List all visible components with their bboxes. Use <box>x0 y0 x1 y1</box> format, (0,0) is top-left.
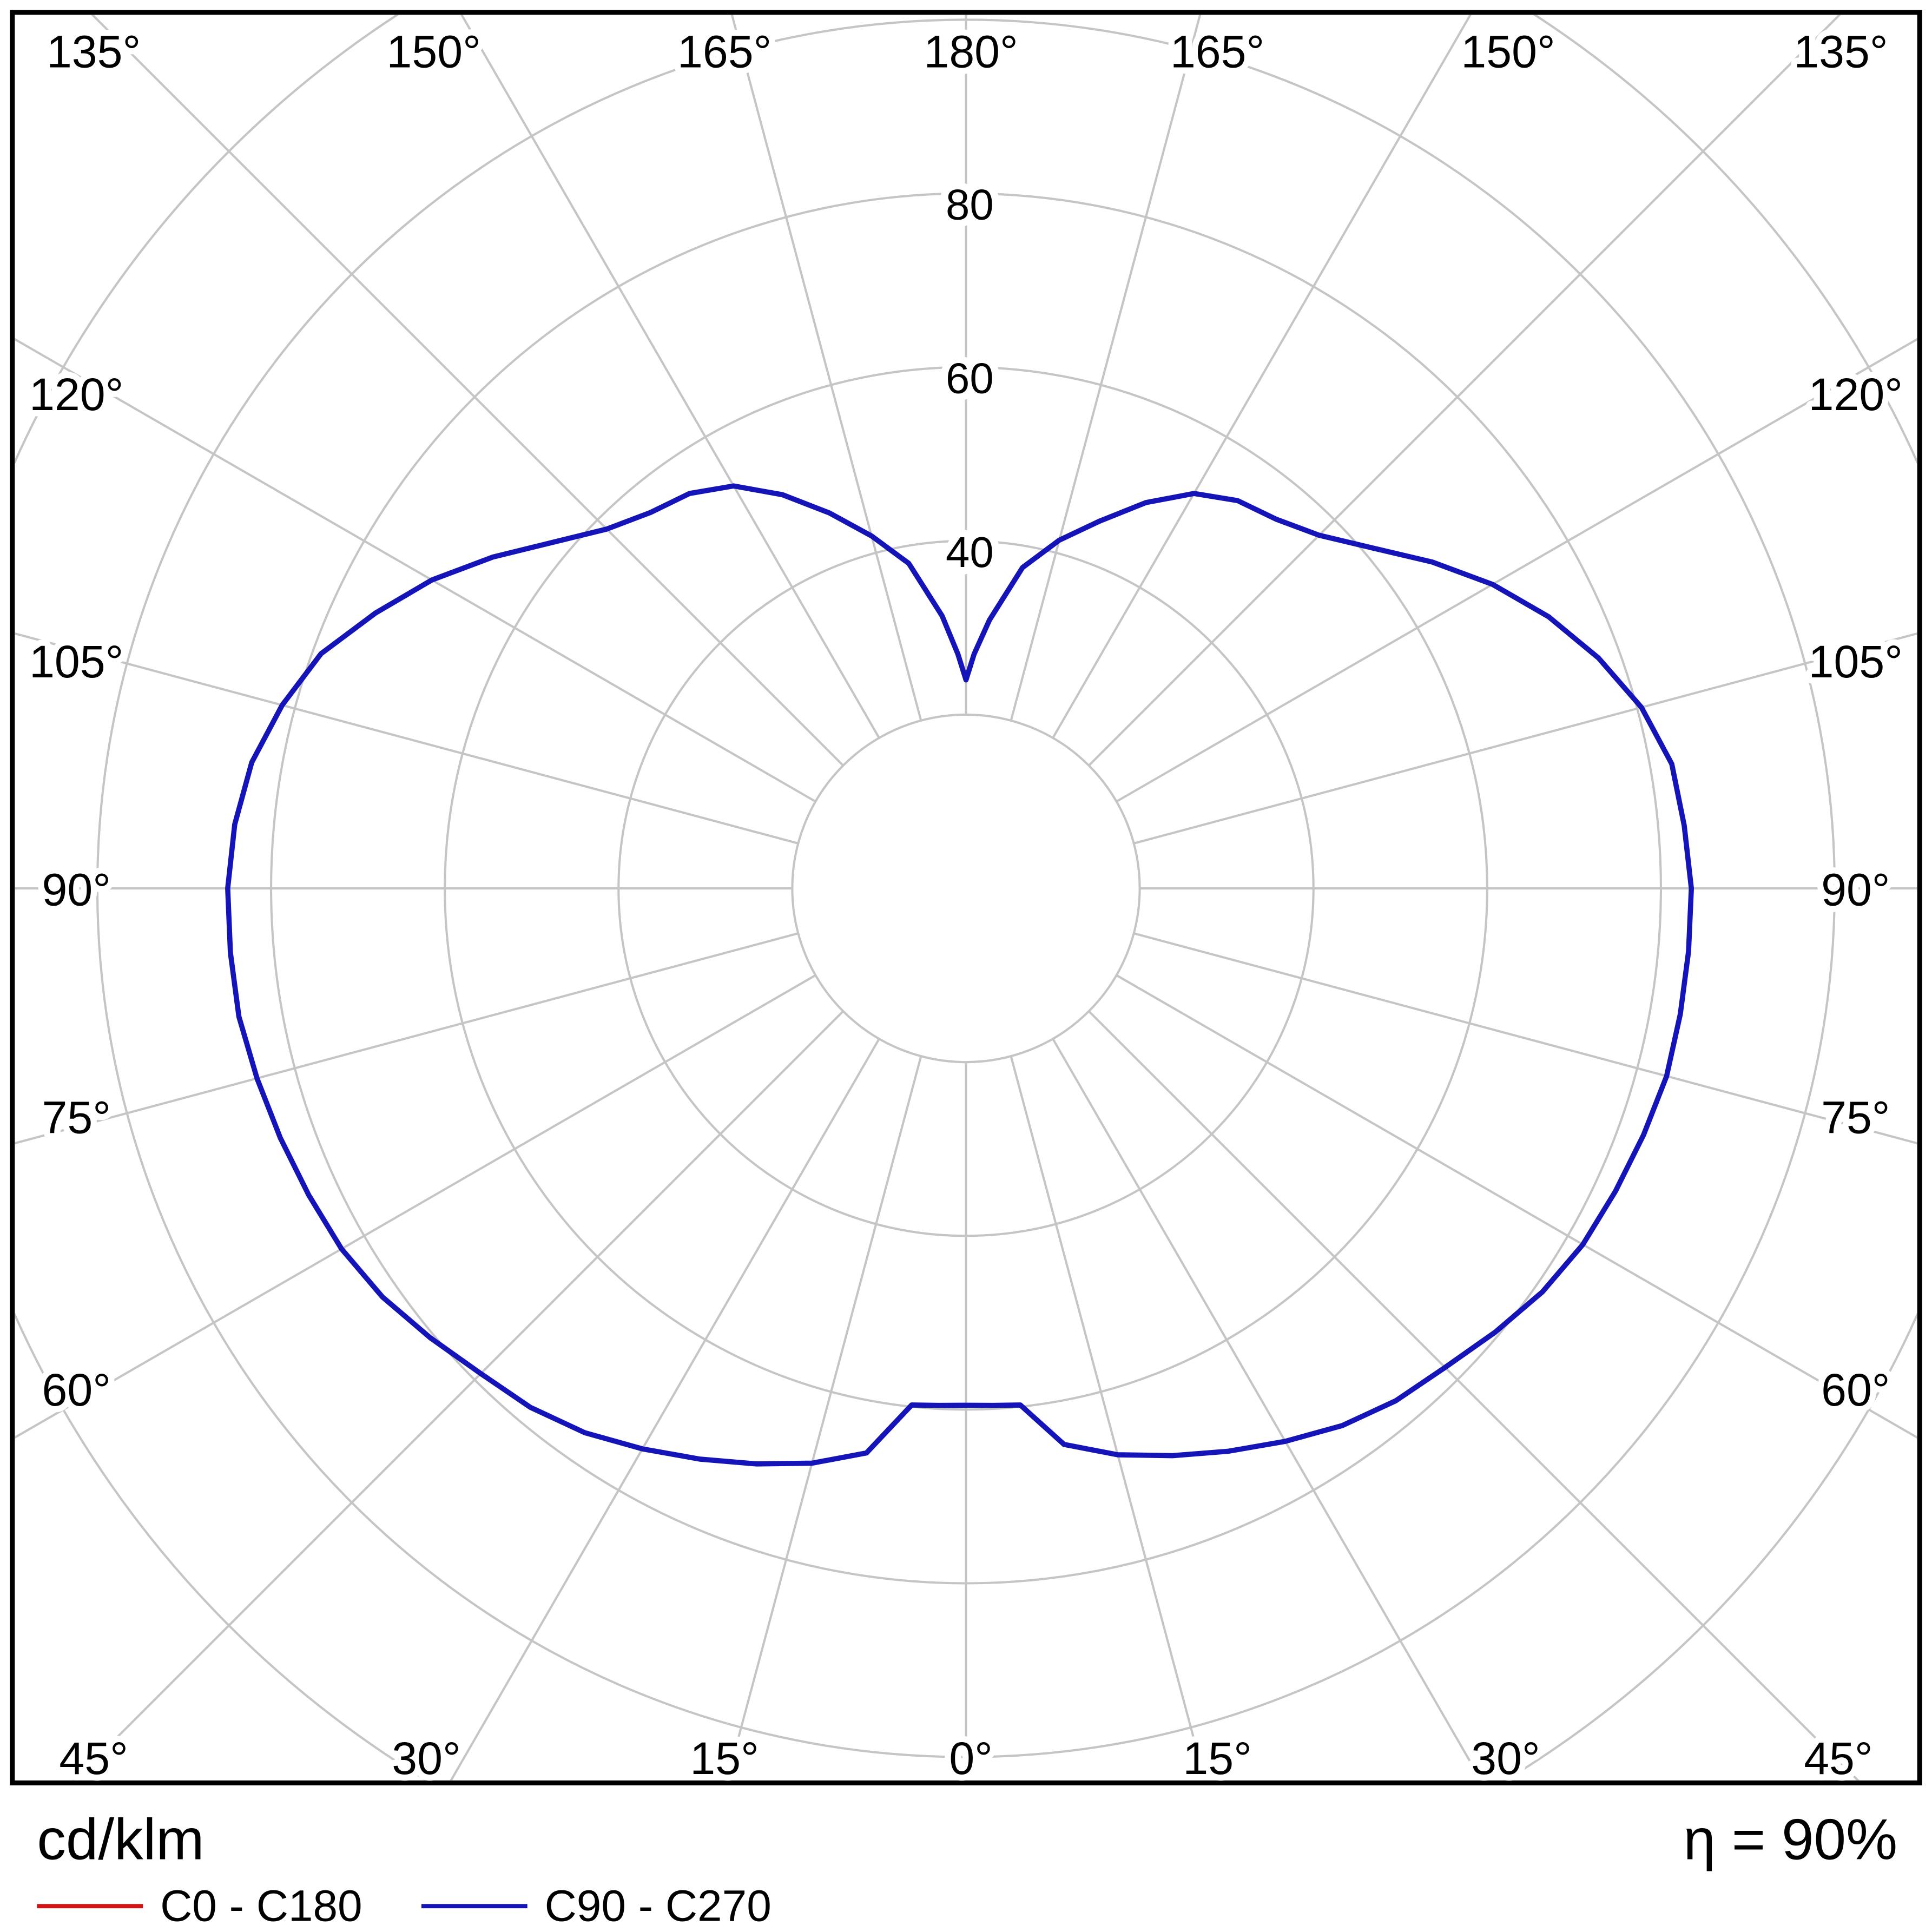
grid-radial-line-15-right <box>1010 1056 1206 1781</box>
angle-label-bottom-3: 0° <box>949 1733 993 1784</box>
grid-radial-line-165-left <box>730 15 922 721</box>
grid-radial-line-15-left <box>726 1056 922 1781</box>
grid-radial-line-120-left <box>15 338 816 803</box>
grid-radial-line-30-left <box>450 1038 880 1781</box>
angle-label-left-4: 60° <box>42 1364 110 1415</box>
angle-label-left-2: 90° <box>42 864 110 915</box>
grid-radial-line-105-left <box>15 632 799 845</box>
grid-ring-20 <box>791 713 1141 1064</box>
grid-radial-line-30-right <box>1052 1038 1482 1781</box>
grid-radial-line-150-right <box>1052 15 1472 738</box>
angle-label-top-5: 150° <box>1461 27 1555 77</box>
grid-radial-line-135-right <box>1088 15 1842 767</box>
grid-radial-line-135-left <box>90 15 844 767</box>
legend-label-0: C0 - C180 <box>160 1882 362 1931</box>
angle-label-left-0: 120° <box>29 369 123 420</box>
angle-label-bottom-5: 30° <box>1471 1733 1540 1784</box>
ring-label-60: 60 <box>946 354 994 403</box>
legend: C0 - C180 C90 - C270 <box>37 1882 772 1931</box>
angle-label-right-3: 75° <box>1821 1092 1890 1143</box>
angle-label-top-6: 135° <box>1793 27 1888 77</box>
footer: cd/klm η = 90% C0 - C180 C90 - C270 <box>37 1807 1897 1931</box>
angle-label-top-2: 165° <box>677 27 772 77</box>
angle-label-bottom-4: 15° <box>1183 1733 1251 1784</box>
angle-label-right-1: 105° <box>1809 636 1903 687</box>
grid-radial-line-150-left <box>460 15 880 738</box>
efficiency-label: η = 90% <box>1684 1807 1898 1872</box>
ring-value-labels: 40 60 80 <box>938 173 1001 584</box>
grid-radial-line-75-right <box>1133 932 1917 1145</box>
angle-labels: 135° 150° 165° 180° 165° 150° 135° 45° 30° 15° 0° 1… <box>23 20 1909 1790</box>
grid-radial-line-165-right <box>1010 15 1202 721</box>
angle-label-top-0: 135° <box>47 27 141 77</box>
curve-c90-c270 <box>225 483 1694 1467</box>
angle-label-bottom-2: 15° <box>690 1733 759 1784</box>
angle-label-bottom-1: 30° <box>392 1733 460 1784</box>
ring-label-40: 40 <box>946 528 994 576</box>
angle-label-bottom-0: 45° <box>59 1733 128 1784</box>
angle-label-right-4: 60° <box>1821 1364 1890 1415</box>
grid-radial-line-45-left <box>72 1010 844 1781</box>
grid-radial-line-45-right <box>1088 1010 1860 1781</box>
grid-radial-line-60-right <box>1116 974 1917 1439</box>
angle-label-top-4: 165° <box>1170 27 1264 77</box>
legend-label-1: C90 - C270 <box>545 1882 772 1931</box>
ring-label-80: 80 <box>946 181 994 229</box>
angle-label-left-3: 75° <box>42 1092 110 1143</box>
grid-radial-line-105-right <box>1133 632 1917 845</box>
grid-radial-line-75-left <box>15 932 799 1145</box>
angle-label-top-1: 150° <box>387 27 481 77</box>
intensity-curves <box>225 483 1694 1467</box>
angle-label-left-1: 105° <box>29 636 123 687</box>
grid-radial-line-60-left <box>15 974 816 1439</box>
angle-label-right-2: 90° <box>1821 864 1890 915</box>
angle-label-top-3: 180° <box>924 27 1018 77</box>
angle-label-bottom-6: 45° <box>1804 1733 1872 1784</box>
grid-radial-line-120-right <box>1116 338 1917 803</box>
angle-label-right-0: 120° <box>1809 369 1903 420</box>
plot-border <box>10 10 1922 1785</box>
unit-label: cd/klm <box>37 1807 204 1872</box>
